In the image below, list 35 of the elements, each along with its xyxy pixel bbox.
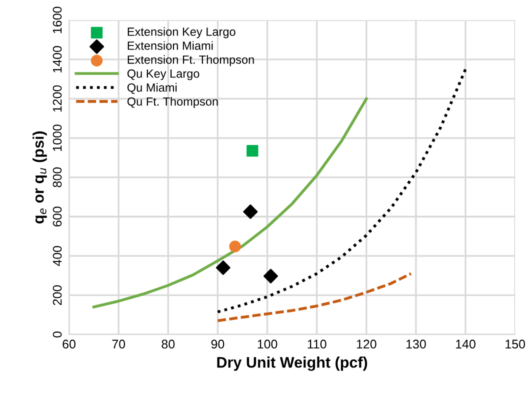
x-tick-label: 120 [356, 340, 376, 349]
y-tick-label: 200 [52, 285, 62, 305]
x-tick-label: 140 [456, 340, 476, 349]
y-tick-label: 1600 [52, 6, 62, 34]
point [246, 144, 258, 157]
y-tick-label: 1400 [52, 46, 62, 72]
x-tick-label: 90 [211, 340, 224, 349]
line-series [92, 97, 368, 308]
legend-label: Extension Ft. Thompson [128, 55, 254, 66]
line-series [216, 272, 412, 322]
y-tick-label: 1200 [52, 85, 62, 112]
y-axis-title: q$_{e}$ or q$_{u}$ (psi) [32, 131, 47, 224]
legend-label: Qu Key Largo [127, 69, 200, 80]
point [216, 260, 230, 275]
x-tick-label: 100 [258, 340, 278, 349]
point [263, 268, 278, 284]
y-tick-label: 600 [52, 206, 62, 226]
legend-label: Extension Key Largo [128, 27, 236, 38]
y-tick-label: 400 [52, 246, 62, 266]
legend-label: Qu Ft. Thompson [127, 97, 218, 108]
y-tick-label: 1000 [52, 124, 62, 151]
y-tick-label: 800 [52, 167, 62, 188]
x-tick-label: 60 [62, 340, 76, 349]
point [243, 204, 258, 219]
legend-label: Extension Miami [128, 41, 213, 50]
legend-label: Qu Miami [127, 83, 177, 94]
x-tick-label: 130 [406, 340, 426, 349]
x-axis-title: Dry Unit Weight (pcf) [217, 356, 368, 371]
x-tick-label: 150 [506, 340, 526, 349]
x-tick-label: 110 [308, 340, 326, 349]
point [229, 240, 241, 252]
y-tick-label: 0 [52, 332, 62, 338]
x-tick-label: 80 [162, 340, 175, 349]
line-series [216, 68, 467, 314]
x-tick-label: 70 [112, 340, 126, 349]
